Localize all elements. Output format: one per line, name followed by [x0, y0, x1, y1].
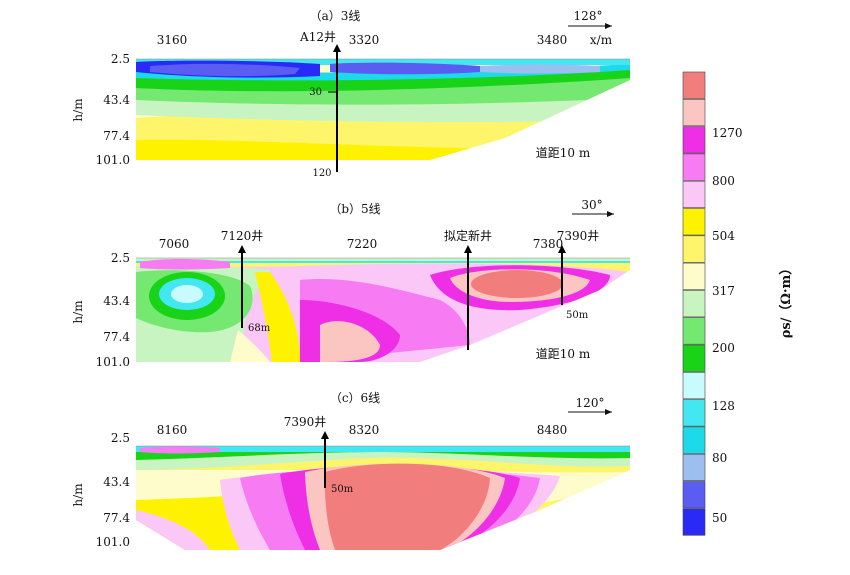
- legend-label-800: 800: [712, 174, 735, 188]
- panel-b-title: （b）5线: [329, 202, 380, 216]
- panel-c-ytick-3: 77.4: [103, 511, 130, 525]
- panel-b-well-1-arrow: [238, 245, 246, 253]
- panel-b-xtick-3: 7380: [533, 237, 564, 251]
- legend-swatch: [682, 180, 706, 208]
- legend-label-50: 50: [712, 511, 727, 525]
- panel-a-angle: 128°: [574, 9, 603, 23]
- panel-a-well-depth-bottom: 120: [312, 168, 331, 179]
- panel-b-xtick-1: 7060: [159, 237, 190, 251]
- panel-c-xtick-3: 8480: [537, 423, 568, 437]
- legend-swatch: [682, 290, 706, 318]
- legend-swatch: [682, 453, 706, 482]
- panel-c-well-arrow: [321, 431, 329, 439]
- panel-a-xtick-3: 3480: [537, 33, 568, 47]
- panel-c-section: [136, 446, 630, 550]
- panel-b-angle: 30°: [581, 198, 602, 212]
- panel-b-xtick-2: 7220: [347, 237, 378, 251]
- panel-a-xtick-1: 3160: [157, 33, 188, 47]
- panel-b-well-2-label: 拟定新井: [444, 228, 492, 243]
- panel-b-well-2-arrow: [464, 245, 472, 253]
- color-legend: [682, 71, 706, 536]
- panel-a-title: （a）3线: [310, 9, 361, 23]
- panel-a-section: [136, 59, 630, 160]
- panel-c-well-label: 7390井: [284, 415, 327, 429]
- legend-swatch: [682, 99, 706, 127]
- legend-swatch: [682, 317, 706, 345]
- legend-label-317: 317: [712, 284, 735, 298]
- panel-c-ytick-4: 101.0: [96, 535, 130, 549]
- panel-b-well-3-label: 7390井: [557, 229, 600, 243]
- legend-swatch: [682, 208, 706, 236]
- panel-c-ytick-1: 2.5: [111, 431, 130, 445]
- panel-a-well-depth-top: 30: [309, 87, 322, 98]
- panel-c-title: （c）6线: [330, 391, 380, 405]
- panel-a-ytick-2: 43.4: [103, 93, 130, 107]
- legend-swatch: [682, 371, 706, 400]
- legend-swatch: [682, 399, 706, 427]
- panel-a-spacing: 道距10 m: [536, 146, 591, 160]
- legend-swatch: [682, 71, 706, 99]
- panel-a-well-arrow: [333, 44, 341, 52]
- panel-b-well-1-depth: 68m: [248, 323, 271, 334]
- legend-label-1270: 1270: [712, 126, 743, 140]
- panel-b-well-3-depth: 50m: [566, 310, 589, 321]
- legend-swatch: [682, 126, 706, 154]
- panel-c: （c）6线 120° 8160 8320 8480 2.5 43.4 77.4 …: [71, 391, 630, 550]
- legend-swatch: [682, 426, 706, 454]
- legend-swatch: [682, 344, 706, 372]
- panel-b-ytick-2: 43.4: [103, 294, 130, 308]
- panel-a-well-label: A12井: [299, 30, 336, 44]
- panel-b-ytick-1: 2.5: [111, 251, 130, 265]
- panel-b-spacing: 道距10 m: [536, 347, 591, 361]
- panel-c-xtick-2: 8320: [349, 423, 380, 437]
- panel-b-ytick-4: 101.0: [96, 355, 130, 369]
- panel-c-xtick-1: 8160: [157, 423, 188, 437]
- panel-a-ytick-4: 101.0: [96, 153, 130, 167]
- legend-label-80: 80: [712, 451, 727, 465]
- panel-a: （a）3线 128° 3160 3320 3480 x/m 2.5 43.4 7…: [71, 9, 630, 179]
- legend-label-200: 200: [712, 341, 735, 355]
- panel-b-y-unit: h/m: [71, 300, 85, 324]
- legend-label-504: 504: [712, 229, 735, 243]
- panel-a-xtick-2: 3320: [349, 33, 380, 47]
- panel-a-ytick-3: 77.4: [103, 129, 130, 143]
- panel-b: （b）5线 30° 7060 7220 7380 2.: [71, 198, 630, 369]
- panel-c-arrowhead: [605, 409, 612, 415]
- panel-b-ytick-3: 77.4: [103, 330, 130, 344]
- panel-c-angle: 120°: [576, 396, 605, 410]
- panel-c-well-depth: 50m: [331, 484, 354, 495]
- legend-swatch: [682, 508, 706, 536]
- legend-swatch: [682, 481, 706, 509]
- legend-swatch: [682, 262, 706, 290]
- panel-a-arrowhead: [605, 23, 612, 29]
- legend-swatch: [682, 153, 706, 181]
- panel-a-ytick-1: 2.5: [111, 52, 130, 66]
- legend-swatch: [682, 235, 706, 263]
- panel-c-ytick-2: 43.4: [103, 475, 130, 489]
- panel-b-well-1-label: 7120井: [221, 229, 264, 243]
- panel-c-y-unit: h/m: [71, 483, 85, 507]
- panel-a-x-unit: x/m: [590, 33, 613, 47]
- legend-title: ρs/（Ω·m）: [778, 262, 794, 339]
- panel-b-well-3-arrow: [558, 245, 566, 253]
- panel-a-y-unit: h/m: [71, 98, 85, 122]
- legend-label-128: 128: [712, 399, 735, 413]
- panel-b-arrowhead: [607, 211, 614, 217]
